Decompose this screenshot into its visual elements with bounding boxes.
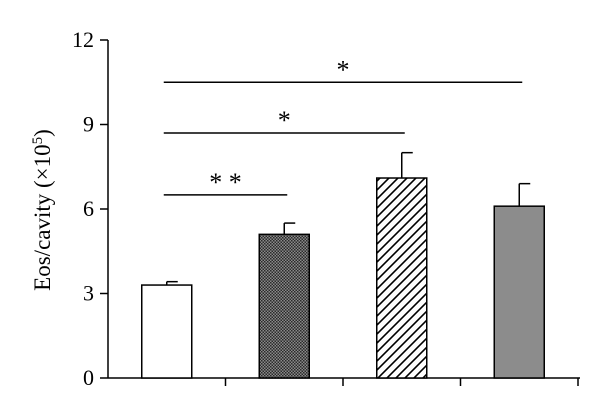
y-axis-title-main: Eos/cavity (×10 <box>30 144 55 290</box>
y-tick-label-4: 12 <box>72 27 94 52</box>
y-axis-title-exponent: 5 <box>30 137 46 145</box>
bar-1 <box>141 284 193 379</box>
significance-brackets: * * * * <box>163 55 523 197</box>
y-tick-label-3: 9 <box>83 112 94 137</box>
bar-2 <box>258 233 310 379</box>
significance-label-1: * * <box>209 168 242 197</box>
bar-3 <box>376 177 428 379</box>
y-tick-label-1: 3 <box>83 281 94 306</box>
y-tick-label-0: 0 <box>83 365 94 390</box>
significance-label-3: * <box>337 55 350 84</box>
bars <box>141 151 545 379</box>
bar-4 <box>493 205 545 379</box>
y-axis-title-close: ) <box>30 129 55 137</box>
y-tick-label-2: 6 <box>83 196 94 221</box>
significance-label-2: * <box>278 106 291 135</box>
y-axis-title: Eos/cavity (×105) <box>30 129 55 291</box>
